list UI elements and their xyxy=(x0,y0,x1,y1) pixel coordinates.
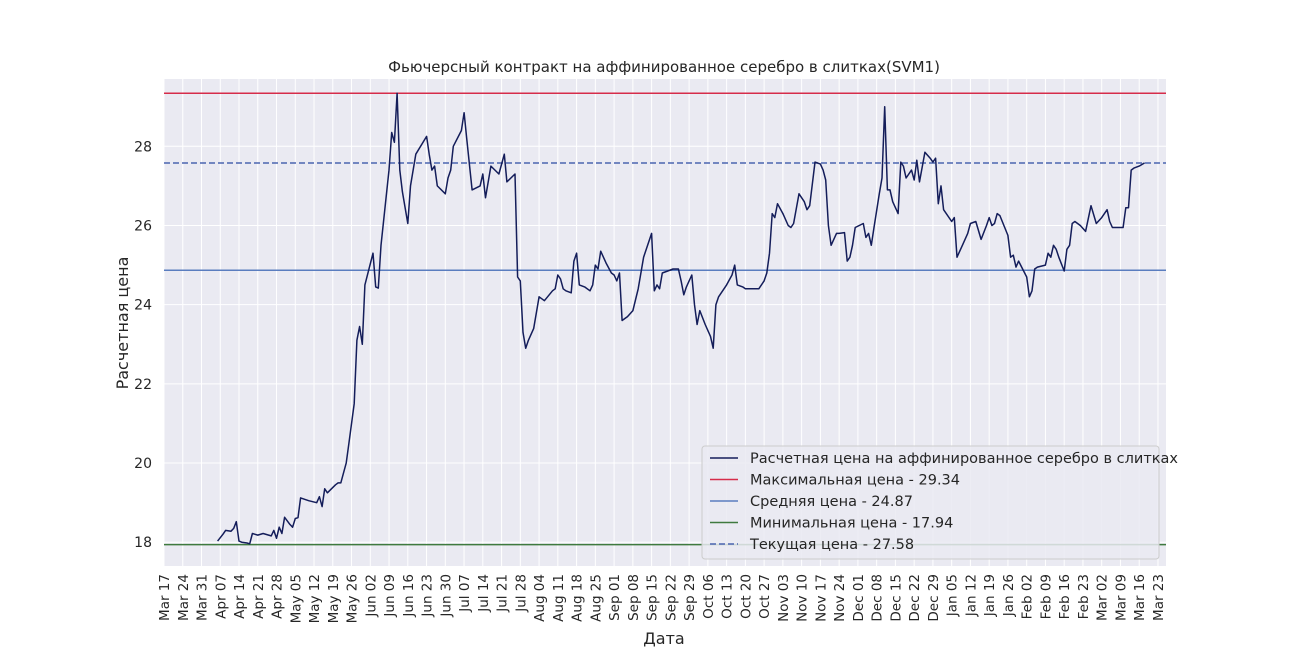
y-axis-ticks: 18 20 22 24 26 28 xyxy=(134,139,152,551)
x-tick-label: Sep 22 xyxy=(663,574,679,621)
x-tick-label: Nov 10 xyxy=(795,574,811,622)
x-tick-label: Aug 11 xyxy=(551,574,567,622)
x-tick-label: Mar 16 xyxy=(1132,574,1148,621)
y-tick-label: 18 xyxy=(134,535,152,551)
x-tick-label: Mar 09 xyxy=(1113,574,1129,621)
x-tick-label: Feb 02 xyxy=(1020,574,1036,619)
x-tick-label: Mar 02 xyxy=(1095,574,1111,621)
x-tick-label: Jun 16 xyxy=(401,574,417,618)
legend-label-2: Средняя цена - 24.87 xyxy=(750,494,913,510)
x-tick-label: Jun 02 xyxy=(363,574,379,618)
x-tick-label: Apr 28 xyxy=(270,574,286,619)
reference-lines xyxy=(164,92,1166,546)
y-tick-label: 26 xyxy=(134,218,152,234)
x-tick-label: Sep 08 xyxy=(626,574,642,621)
x-tick-label: Jul 21 xyxy=(495,574,511,613)
x-tick-label: Mar 17 xyxy=(157,574,173,621)
legend-label-4: Текущая цена - 27.58 xyxy=(749,537,914,553)
x-tick-label: Feb 16 xyxy=(1057,574,1073,619)
series-layer xyxy=(217,92,1145,545)
legend-label-3: Минимальная цена - 17.94 xyxy=(750,516,953,532)
x-tick-label: Oct 20 xyxy=(738,574,754,619)
x-tick-label: Nov 17 xyxy=(813,574,829,622)
x-tick-label: Mar 24 xyxy=(176,574,192,621)
x-tick-label: Feb 23 xyxy=(1076,574,1092,619)
legend-label-0: Расчетная цена на аффинированное серебро… xyxy=(750,451,1178,467)
x-tick-label: Feb 09 xyxy=(1038,574,1054,619)
x-tick-label: Jul 28 xyxy=(513,574,529,613)
y-tick-label: 28 xyxy=(134,139,152,155)
chart-title: Фьючерсный контракт на аффинированное се… xyxy=(388,58,940,76)
x-tick-label: Dec 01 xyxy=(851,574,867,622)
x-tick-label: Sep 29 xyxy=(682,574,698,621)
x-tick-label: Dec 08 xyxy=(870,574,886,622)
x-tick-label: Jan 19 xyxy=(982,574,998,617)
x-tick-label: Aug 04 xyxy=(532,574,548,622)
x-tick-label: May 12 xyxy=(307,574,323,623)
price-line xyxy=(217,92,1145,545)
x-tick-label: May 26 xyxy=(345,574,361,623)
x-tick-label: Jun 23 xyxy=(420,574,436,618)
x-tick-label: Nov 24 xyxy=(832,574,848,622)
x-tick-label: Apr 14 xyxy=(232,574,248,619)
x-tick-label: Oct 27 xyxy=(757,574,773,619)
x-axis-ticks: Mar 17 Mar 24 Mar 31 Apr 07 Apr 14 Apr 21 Apr … xyxy=(157,574,1167,623)
x-axis-label: Дата xyxy=(643,629,684,648)
x-tick-label: Jun 30 xyxy=(438,574,454,618)
x-tick-label: Jul 14 xyxy=(476,574,492,613)
x-tick-label: Jul 07 xyxy=(457,574,473,613)
x-tick-label: Sep 15 xyxy=(645,574,661,621)
x-tick-label: Jun 09 xyxy=(382,574,398,618)
x-tick-label: Aug 18 xyxy=(570,574,586,622)
x-tick-label: Aug 25 xyxy=(588,574,604,622)
x-tick-label: Jan 05 xyxy=(945,574,961,617)
x-tick-label: May 05 xyxy=(288,574,304,623)
x-tick-label: Oct 13 xyxy=(720,574,736,619)
x-tick-label: Mar 23 xyxy=(1151,574,1167,621)
x-tick-label: Dec 29 xyxy=(926,574,942,622)
y-tick-label: 22 xyxy=(134,377,152,393)
x-tick-label: Apr 21 xyxy=(251,574,267,619)
x-tick-label: Sep 01 xyxy=(607,574,623,621)
x-tick-label: Dec 22 xyxy=(907,574,923,622)
x-tick-label: May 19 xyxy=(326,574,342,623)
x-tick-label: Apr 07 xyxy=(213,574,229,619)
y-tick-label: 20 xyxy=(134,456,152,472)
x-tick-label: Jan 12 xyxy=(963,574,979,617)
x-tick-label: Dec 15 xyxy=(888,574,904,622)
y-axis-label: Расчетная цена xyxy=(113,257,132,390)
x-tick-label: Mar 31 xyxy=(195,574,211,621)
x-tick-label: Nov 03 xyxy=(776,574,792,622)
legend: Расчетная цена на аффинированное серебро… xyxy=(701,445,1178,560)
x-tick-label: Oct 06 xyxy=(701,574,717,619)
y-tick-label: 24 xyxy=(134,298,152,314)
x-tick-label: Jan 26 xyxy=(1001,574,1017,617)
legend-box xyxy=(701,445,1160,560)
legend-label-1: Максимальная цена - 29.34 xyxy=(750,473,960,489)
